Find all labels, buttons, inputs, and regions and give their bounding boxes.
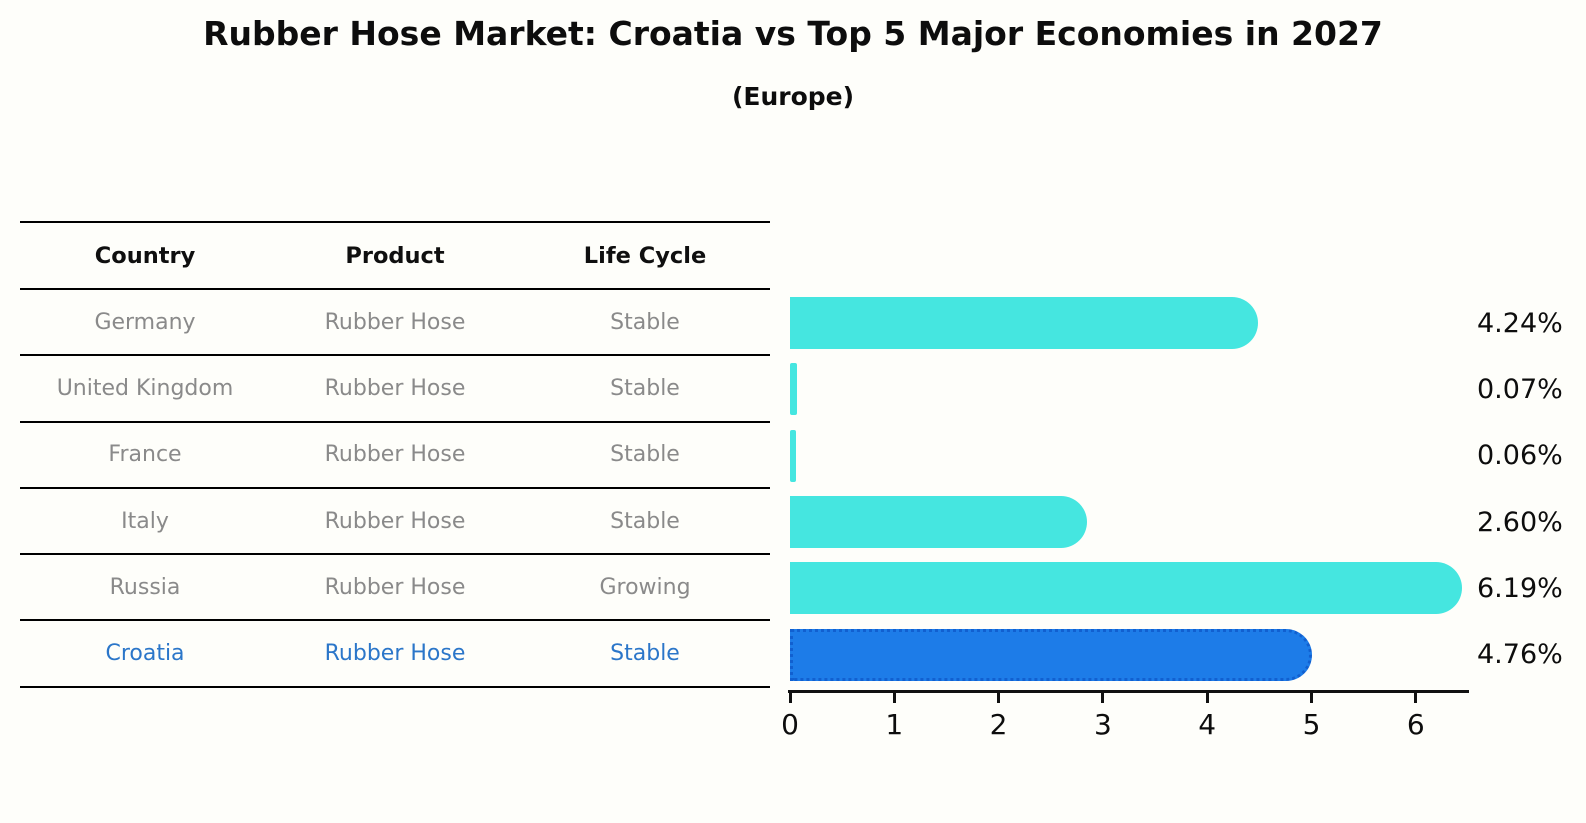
value-label-italy: 2.60%: [1477, 506, 1563, 538]
cell-life-cycle: Stable: [610, 375, 680, 401]
cell-product: Rubber Hose: [324, 641, 466, 667]
cell-life-cycle: Stable: [610, 309, 680, 335]
bar-italy: [790, 495, 1088, 548]
x-axis-tick: [1310, 693, 1313, 703]
x-axis-tick: [997, 693, 1001, 703]
cell-life-cycle: Stable: [610, 508, 680, 534]
x-tick-label: 5: [1302, 708, 1321, 741]
x-axis-line: [788, 690, 1469, 693]
bar-row-croatia: 4.76%: [790, 622, 1586, 688]
col-header-product: Product: [345, 242, 445, 269]
col-header-life-cycle: Life Cycle: [583, 242, 707, 269]
x-tick-label: 3: [1093, 708, 1112, 741]
table-row-united-kingdom: United Kingdom Rubber Hose Stable: [20, 356, 770, 423]
value-label-russia: 6.19%: [1477, 572, 1563, 604]
table-row-croatia: Croatia Rubber Hose Stable: [20, 621, 770, 688]
chart-subtitle: (Europe): [731, 82, 855, 111]
bar-row-united-kingdom: 0.07%: [790, 356, 1586, 422]
chart-title: Rubber Hose Market: Croatia vs Top 5 Maj…: [203, 14, 1383, 53]
cell-product: Rubber Hose: [324, 375, 466, 401]
bar-row-germany: 4.24%: [790, 290, 1586, 356]
bar-row-france: 0.06%: [790, 423, 1586, 489]
cell-product: Rubber Hose: [324, 508, 466, 534]
bar-croatia: [790, 628, 1313, 681]
cell-product: Rubber Hose: [324, 309, 466, 335]
x-tick-label: 1: [885, 708, 904, 741]
cell-country: France: [108, 442, 182, 468]
country-table: Country Product Life Cycle Germany Rubbe…: [20, 221, 770, 688]
cell-country: Russia: [109, 574, 181, 600]
cell-country: Croatia: [105, 641, 185, 667]
x-tick-label: 6: [1406, 708, 1425, 741]
bar-germany: [790, 297, 1259, 349]
bar-row-italy: 2.60%: [790, 489, 1586, 555]
cell-product: Rubber Hose: [324, 442, 466, 468]
x-axis-tick: [1101, 693, 1105, 703]
x-axis-tick: [892, 693, 896, 703]
x-axis-tick: [1205, 693, 1209, 703]
x-axis-tick: [788, 693, 792, 703]
bar-france: [790, 429, 797, 482]
value-label-france: 0.06%: [1477, 440, 1563, 472]
cell-country: Germany: [94, 309, 196, 335]
cell-life-cycle: Stable: [610, 641, 680, 667]
bar-russia: [790, 562, 1462, 615]
table-row-france: France Rubber Hose Stable: [20, 423, 770, 489]
table-row-germany: Germany Rubber Hose Stable: [20, 290, 770, 357]
cell-life-cycle: Stable: [610, 442, 680, 468]
table-header-row: Country Product Life Cycle: [20, 223, 770, 290]
x-tick-label: 2: [989, 708, 1008, 741]
x-axis-tick: [1414, 693, 1418, 703]
col-header-country: Country: [94, 242, 196, 269]
value-label-croatia: 4.76%: [1477, 639, 1563, 671]
cell-country: Italy: [121, 508, 169, 534]
x-axis: 0 1 2 3 4 5 6: [781, 690, 1470, 750]
cell-country: United Kingdom: [56, 375, 234, 401]
bar-chart: 4.24% 0.07% 0.06% 2.60% 6.19% 4.76%: [790, 290, 1586, 688]
value-label-germany: 4.24%: [1477, 307, 1563, 339]
x-tick-label: 4: [1198, 708, 1217, 741]
bar-united-kingdom: [790, 363, 798, 416]
bar-row-russia: 6.19%: [790, 555, 1586, 621]
table-row-italy: Italy Rubber Hose Stable: [20, 489, 770, 556]
cell-product: Rubber Hose: [324, 574, 466, 600]
x-tick-label: 0: [781, 708, 799, 741]
value-label-united-kingdom: 0.07%: [1477, 373, 1563, 405]
table-row-russia: Russia Rubber Hose Growing: [20, 555, 770, 622]
cell-life-cycle: Growing: [599, 574, 691, 600]
